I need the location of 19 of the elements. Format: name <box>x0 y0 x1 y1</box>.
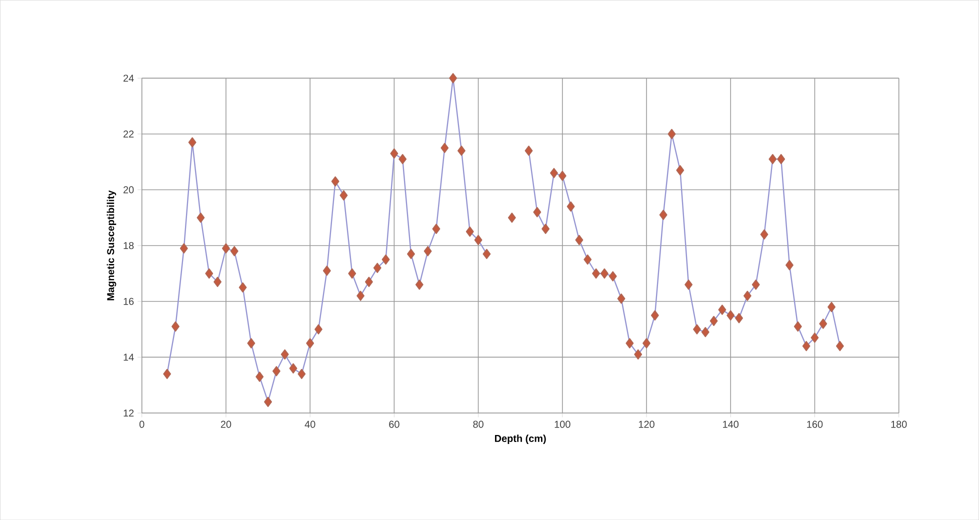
x-tick-label: 120 <box>638 420 654 428</box>
x-tick-label: 100 <box>554 420 570 428</box>
y-tick-label: 22 <box>124 130 134 138</box>
x-tick-label: 180 <box>891 420 907 428</box>
y-tick-label: 24 <box>124 74 134 82</box>
x-tick-label: 60 <box>389 420 400 428</box>
x-tick-label: 0 <box>139 420 144 428</box>
y-axis-title: Magnetic Susceptibility <box>106 190 116 300</box>
y-tick-label: 20 <box>124 186 134 194</box>
x-tick-label: 140 <box>723 420 739 428</box>
x-tick-label: 80 <box>473 420 484 428</box>
y-tick-label: 16 <box>124 298 134 305</box>
y-tick-label: 14 <box>124 354 134 361</box>
x-tick-label: 160 <box>807 420 823 428</box>
x-tick-label: 40 <box>304 420 316 428</box>
y-tick-label: 18 <box>124 242 134 250</box>
x-axis-title: Depth (cm) <box>495 434 546 444</box>
y-tick-label: 12 <box>124 409 134 416</box>
x-tick-label: 20 <box>220 420 232 428</box>
